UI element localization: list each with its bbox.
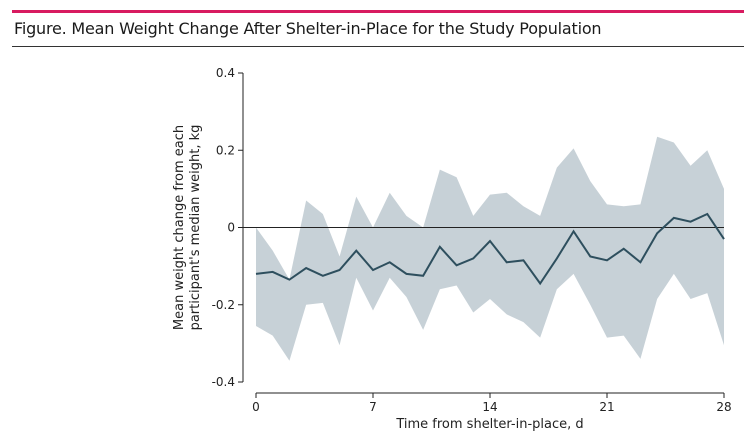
- title-accent-bar: [12, 10, 744, 13]
- x-tick-label: 14: [482, 400, 497, 414]
- y-tick-label: 0.4: [216, 66, 235, 80]
- x-tick-label: 0: [252, 400, 260, 414]
- figure-title: Figure. Mean Weight Change After Shelter…: [14, 19, 602, 38]
- axes: [238, 72, 725, 398]
- y-tick-label: 0.2: [216, 143, 235, 157]
- y-tick-label: 0: [227, 221, 235, 235]
- y-axis-title-line: Mean weight change from each: [172, 125, 187, 330]
- x-axis-title: Time from shelter-in-place, d: [395, 417, 583, 432]
- y-axis-title-line: participant's median weight, kg: [188, 125, 203, 331]
- title-divider: [12, 46, 744, 47]
- ci-band: [256, 136, 724, 361]
- y-tick-label: -0.2: [212, 298, 235, 312]
- ci-band-layer: [256, 136, 724, 361]
- x-tick-label: 28: [716, 400, 731, 414]
- axis-labels: -0.4 -0.2 0 0.2 0.4 0 7 14 21 28 Time from shelter…: [172, 66, 732, 432]
- y-tick-label: -0.4: [212, 375, 235, 389]
- x-tick-label: 7: [369, 400, 377, 414]
- x-tick-label: 21: [599, 400, 614, 414]
- mean-line-layer: [255, 212, 725, 286]
